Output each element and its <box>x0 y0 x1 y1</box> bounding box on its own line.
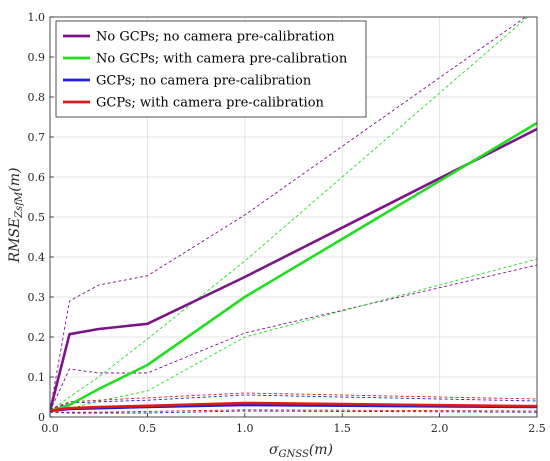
y-tick-label: 0.1 <box>28 371 46 384</box>
y-tick-label: 0 <box>38 411 45 424</box>
y-axis-unit: (m) <box>7 168 23 192</box>
lower-bound-line <box>50 264 537 412</box>
y-tick-label: 0.6 <box>28 171 46 184</box>
y-axis-subscript: ZsfM <box>14 191 25 219</box>
y-axis-symbol: RMSE <box>7 218 23 264</box>
x-tick-label: 0.5 <box>139 422 157 435</box>
x-axis-title: σGNSS(m) <box>269 442 333 460</box>
y-tick-label: 0.3 <box>28 291 46 304</box>
confidence-bands <box>50 17 537 414</box>
legend-label: GCPs; with camera pre-calibration <box>96 96 325 111</box>
x-tick-label: 2.5 <box>528 422 546 435</box>
legend-label: No GCPs; with camera pre-calibration <box>96 52 348 67</box>
y-tick-label: 0.5 <box>28 211 46 224</box>
x-axis-subscript: GNSS <box>279 449 309 460</box>
upper-bound-line <box>50 17 527 412</box>
series-line <box>50 121 537 413</box>
y-tick-label: 1.0 <box>28 11 46 24</box>
upper-bound-line <box>50 394 537 411</box>
series-line <box>50 401 537 412</box>
x-tick-label: 1.5 <box>333 422 351 435</box>
y-axis-title: RMSEZsfM(m) <box>7 168 25 264</box>
y-tick-label: 0.8 <box>28 91 46 104</box>
y-tick-label: 0.9 <box>28 51 46 64</box>
y-tick-label: 0.2 <box>28 331 46 344</box>
legend-label: GCPs; no camera pre-calibration <box>96 74 312 89</box>
legend-box <box>55 20 367 118</box>
x-tick-label: 0.0 <box>41 422 59 435</box>
lower-bound-line <box>50 409 537 413</box>
x-axis-unit: (m) <box>309 442 333 458</box>
x-tick-labels: 0.0 0.5 1.0 1.5 2.0 2.5 <box>41 413 546 435</box>
x-tick-label: 2.0 <box>431 422 449 435</box>
lower-bound-line <box>50 258 537 412</box>
legend-label: No GCPs; no camera pre-calibration <box>96 30 335 45</box>
x-axis-symbol: σ <box>269 442 279 458</box>
upper-bound-line <box>50 392 537 410</box>
y-tick-label: 0.4 <box>28 251 46 264</box>
y-tick-labels: 0 0.1 0.2 0.3 0.4 0.5 0.6 0.7 0.8 0.9 1.0 <box>28 11 54 424</box>
y-tick-label: 0.7 <box>28 131 46 144</box>
x-tick-label: 1.0 <box>236 422 254 435</box>
upper-bound-line <box>50 17 529 412</box>
lower-bound-line <box>50 410 537 414</box>
legend: No GCPs; no camera pre-calibration No GCP… <box>55 20 367 118</box>
series-line <box>50 127 537 412</box>
series-lines <box>50 121 537 413</box>
